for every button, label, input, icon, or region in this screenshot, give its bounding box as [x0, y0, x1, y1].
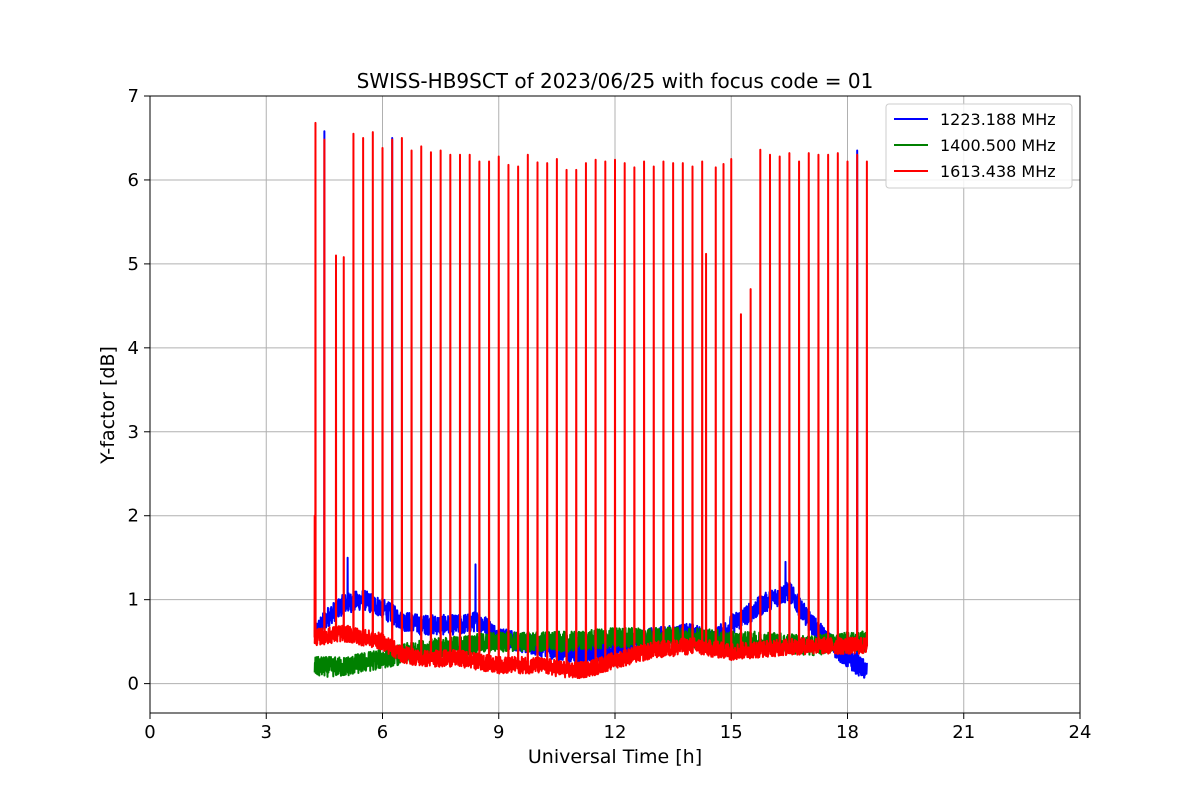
y-tick-label: 2 [128, 506, 139, 527]
x-tick-label: 24 [1069, 722, 1092, 743]
y-axis-label: Y-factor [dB] [97, 346, 119, 465]
x-tick-label: 3 [261, 722, 272, 743]
chart-title: SWISS-HB9SCT of 2023/06/25 with focus co… [357, 69, 874, 93]
x-axis-ticks: 0 3 6 9 12 15 18 21 24 [144, 713, 1091, 743]
series-line-1613 [313, 121, 869, 680]
x-axis-label: Universal Time [h] [528, 746, 702, 768]
x-tick-label: 18 [836, 722, 859, 743]
x-tick-label: 15 [720, 722, 743, 743]
legend: 1223.188 MHz 1400.500 MHz 1613.438 MHz [885, 103, 1073, 189]
y-tick-label: 3 [128, 422, 139, 443]
x-tick-label: 6 [377, 722, 388, 743]
y-tick-label: 6 [128, 170, 139, 191]
y-tick-label: 0 [128, 674, 139, 695]
x-tick-label: 0 [144, 722, 155, 743]
series-line-1223 [313, 130, 868, 679]
legend-label-1400: 1400.500 MHz [940, 136, 1056, 155]
y-axis-ticks: 0 1 2 3 4 5 6 7 [128, 86, 150, 695]
series-layer [313, 121, 869, 680]
y-tick-label: 5 [128, 254, 139, 275]
legend-box [885, 103, 1073, 189]
y-tick-label: 7 [128, 86, 139, 107]
x-tick-label: 9 [493, 722, 504, 743]
legend-label-1613: 1613.438 MHz [940, 162, 1056, 181]
legend-label-1223: 1223.188 MHz [940, 110, 1056, 129]
x-tick-label: 12 [604, 722, 627, 743]
y-tick-label: 1 [128, 590, 139, 611]
y-tick-label: 4 [128, 338, 139, 359]
x-tick-label: 21 [952, 722, 975, 743]
